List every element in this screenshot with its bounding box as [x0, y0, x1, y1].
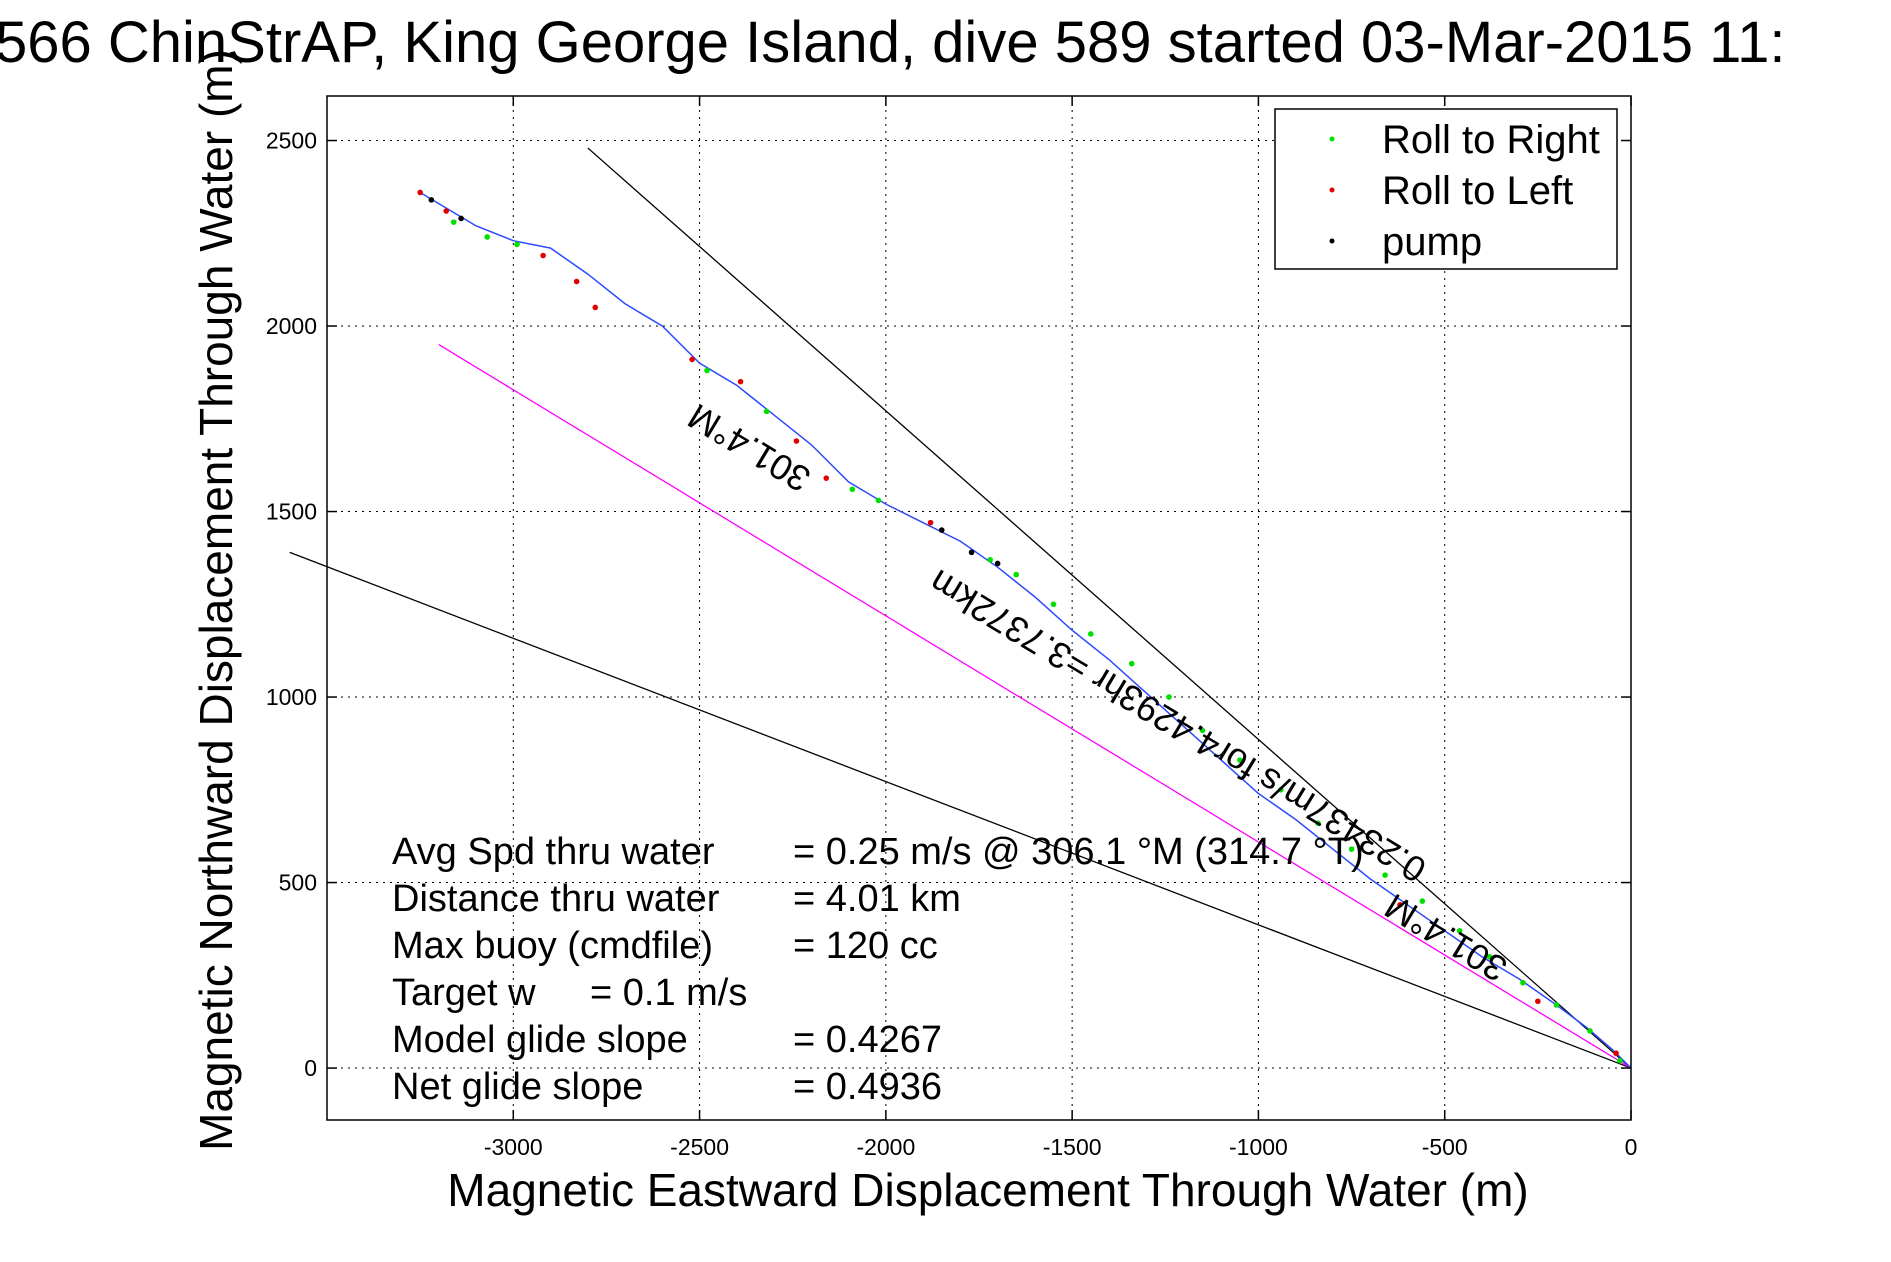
- roll-right-point: [763, 408, 770, 415]
- x-tick-label: -500: [1422, 1134, 1468, 1160]
- roll-right-point: [1348, 846, 1355, 852]
- legend-marker-pump: [1329, 238, 1335, 244]
- reference-line-heading: [438, 344, 1632, 1069]
- pump-point: [938, 527, 945, 533]
- roll-left-point: [1535, 998, 1541, 1005]
- pump-point: [458, 215, 464, 222]
- pump-point: [428, 197, 435, 203]
- stat-value: = 0.25 m/s @ 306.1 °M (314.7 °T): [793, 831, 1364, 873]
- stat-label: Net glide slope: [392, 1066, 643, 1108]
- roll-left-point: [443, 208, 450, 214]
- roll-left-point: [927, 519, 934, 526]
- roll-right-point: [1520, 979, 1526, 986]
- roll-right-point: [1617, 1057, 1623, 1064]
- x-tick-label: -2000: [856, 1134, 915, 1160]
- reference-lines: [289, 147, 1632, 1069]
- roll-right-point: [1199, 727, 1206, 734]
- stat-label: Avg Spd thru water: [392, 831, 715, 873]
- chart-title: 566 ChinStrAP, King George Island, dive …: [0, 10, 1786, 75]
- roll-right-point: [1315, 820, 1321, 826]
- roll-right-point: [1050, 601, 1057, 608]
- stat-label: Model glide slope: [392, 1019, 688, 1061]
- stat-value: = 0.4936: [793, 1066, 942, 1108]
- x-tick-label: -3000: [484, 1134, 543, 1160]
- stat-label: Target w: [392, 972, 536, 1014]
- stat-label: Distance thru water: [392, 878, 720, 920]
- roll-right-point: [1587, 1028, 1593, 1034]
- y-tick-label: 2500: [266, 128, 317, 154]
- roll-right-point: [514, 241, 520, 248]
- x-tick-label: -2500: [670, 1134, 729, 1160]
- track-line: [419, 191, 1632, 1069]
- y-tick-label: 1500: [266, 499, 317, 525]
- x-tick-label: -1000: [1229, 1134, 1288, 1160]
- roll-left-point: [823, 475, 830, 481]
- y-axis-label: Magnetic Northward Displacement Through …: [190, 49, 242, 1151]
- plot-frame: [326, 95, 1632, 1121]
- x-tick-label: 0: [1625, 1134, 1638, 1160]
- roll-right-point: [875, 497, 882, 504]
- roll-right-point: [1166, 694, 1172, 700]
- pump-point: [968, 549, 975, 556]
- x-axis-label: Magnetic Eastward Displacement Through W…: [447, 1164, 1528, 1216]
- stat-label: Max buoy (cmdfile): [392, 925, 713, 967]
- roll-right-point: [1553, 1002, 1560, 1008]
- roll-right-point: [1382, 872, 1388, 878]
- roll-right-point: [1128, 660, 1135, 667]
- roll-right-point: [987, 556, 993, 563]
- reference-line-lower: [289, 551, 1632, 1069]
- legend-label-roll-right: Roll to Right: [1382, 118, 1600, 162]
- legend: Roll to Right Roll to Left pump: [1274, 108, 1618, 270]
- y-tick-label: 2000: [266, 313, 317, 339]
- roll-left-point: [737, 378, 744, 385]
- roll-left-point: [417, 189, 423, 196]
- stat-value: = 0.4267: [793, 1019, 942, 1061]
- y-tick-label: 500: [279, 870, 317, 896]
- y-tick-label: 0: [304, 1055, 317, 1081]
- y-axis-ticks: 0 500 1000 1500 2000 2500: [266, 128, 1631, 1081]
- roll-right-point: [1419, 898, 1426, 904]
- legend-label-pump: pump: [1382, 220, 1482, 264]
- dive-track: [419, 191, 1632, 1069]
- legend-label-roll-left: Roll to Left: [1382, 169, 1573, 213]
- markers: [417, 189, 1623, 1064]
- roll-right-point: [1277, 786, 1284, 793]
- roll-left-point: [573, 278, 580, 285]
- stats-block: Avg Spd thru water = 0.25 m/s @ 306.1 °M …: [392, 831, 1364, 1108]
- roll-left-point: [1613, 1050, 1619, 1057]
- legend-marker-roll-left: [1329, 187, 1335, 193]
- x-axis-ticks: -3000 -2500 -2000 -1500 -1000 -500 0: [484, 96, 1638, 1160]
- stat-value: = 4.01 km: [793, 878, 961, 920]
- pump-point: [994, 560, 1001, 567]
- roll-left-point: [592, 304, 599, 311]
- legend-marker-roll-right: [1329, 136, 1335, 142]
- reference-line-upper: [587, 147, 1632, 1069]
- roll-right-point: [1237, 757, 1243, 763]
- stat-value: = 120 cc: [793, 925, 938, 967]
- roll-right-point: [1013, 571, 1020, 578]
- stat-value: = 0.1 m/s: [590, 972, 747, 1014]
- roll-left-point: [793, 438, 800, 444]
- roll-left-point: [1397, 902, 1403, 908]
- y-tick-label: 1000: [266, 684, 317, 710]
- roll-right-point: [1087, 631, 1094, 637]
- roll-right-point: [1456, 927, 1463, 934]
- roll-right-point: [704, 367, 710, 374]
- roll-left-point: [540, 252, 546, 259]
- roll-right-point: [1486, 953, 1493, 960]
- roll-right-point: [484, 234, 491, 240]
- x-tick-label: -1500: [1043, 1134, 1102, 1160]
- roll-right-point: [450, 219, 457, 225]
- roll-left-point: [689, 356, 695, 363]
- roll-right-point: [849, 486, 856, 493]
